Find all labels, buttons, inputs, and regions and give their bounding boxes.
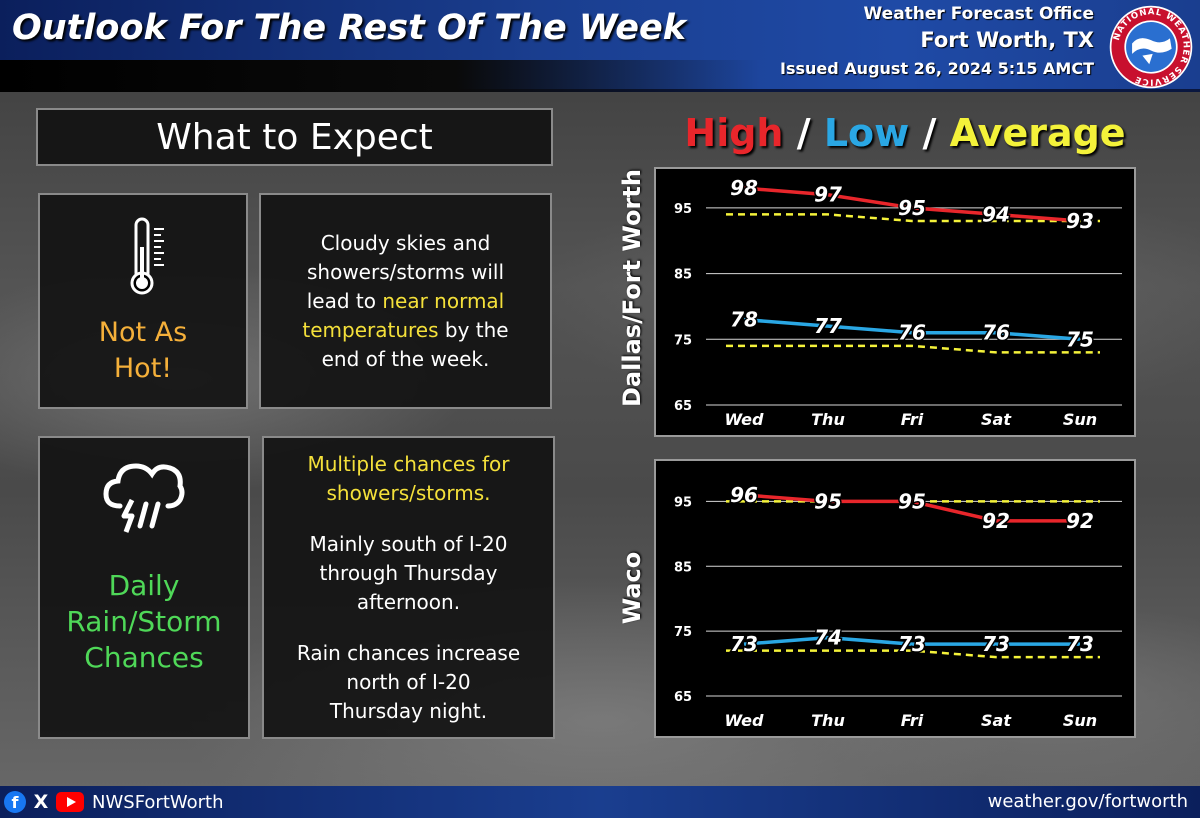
x-tick-label: Sat <box>981 711 1012 730</box>
data-label-low: 76 <box>898 321 926 345</box>
data-label-low: 77 <box>814 314 842 338</box>
series-line-average <box>726 649 1100 659</box>
social-handle[interactable]: NWSFortWorth <box>92 791 224 813</box>
website-link[interactable]: weather.gov/fortworth <box>987 791 1188 812</box>
legend-low: Low <box>823 111 910 155</box>
y-tick-label: 75 <box>674 625 692 640</box>
rain-panel: Daily Rain/Storm Chances <box>38 436 250 739</box>
chart-location-waco: Waco <box>618 551 646 625</box>
y-tick-label: 65 <box>674 399 692 414</box>
data-label-low: 73 <box>1066 632 1094 656</box>
series-line-low <box>743 635 1080 646</box>
office-info: Weather Forecast Office Fort Worth, TX I… <box>780 4 1094 78</box>
footer-bar: f X NWSFortWorth weather.gov/fortworth <box>0 786 1200 818</box>
x-tick-label: Fri <box>901 410 924 429</box>
not-as-hot-label: Not As Hot! <box>98 317 188 384</box>
storm-cloud-icon <box>103 463 185 533</box>
data-label-high: 93 <box>1066 209 1094 233</box>
data-label-high: 92 <box>1066 509 1094 533</box>
y-tick-label: 85 <box>674 268 692 283</box>
data-label-high: 94 <box>982 202 1010 226</box>
x-tick-label: Fri <box>901 711 924 730</box>
x-icon[interactable]: X <box>33 791 49 813</box>
y-tick-label: 95 <box>674 495 692 510</box>
temperature-description: Cloudy skies and showers/storms will lea… <box>302 231 509 371</box>
y-tick-label: 75 <box>674 333 692 348</box>
chart-legend: High / Low / Average <box>684 111 1126 155</box>
data-label-low: 73 <box>982 632 1010 656</box>
waco-chart-frame: 65 75 85 95 Wed Thu Fri Sat Sun 96 95 95 92 92 73 74 73 7… <box>654 459 1136 738</box>
legend-high: High <box>684 111 784 155</box>
data-label-high: 92 <box>982 509 1010 533</box>
data-label-high: 95 <box>814 489 842 513</box>
dfw-temperature-chart: 65 75 85 95 Wed Thu Fri Sat Sun 98 97 95 94 93 78 77 76 7… <box>674 175 1122 429</box>
rain-detail-1: Mainly south of I-20 through Thursday af… <box>309 532 508 614</box>
data-label-low: 78 <box>730 308 758 332</box>
x-tick-label: Thu <box>811 711 845 730</box>
page-title: Outlook For The Rest Of The Week <box>12 8 687 48</box>
data-label-high: 97 <box>814 183 842 207</box>
data-label-high: 95 <box>898 489 926 513</box>
chart-location-dfw: Dallas/Fort Worth <box>618 169 646 407</box>
data-label-high: 95 <box>898 196 926 220</box>
youtube-icon[interactable] <box>56 792 84 812</box>
data-label-low: 74 <box>814 626 842 650</box>
series-line-high <box>743 186 1081 223</box>
data-label-low: 73 <box>730 632 758 656</box>
series-line-high <box>743 493 1080 523</box>
x-tick-label: Sun <box>1063 410 1097 429</box>
thermometer-icon <box>130 217 164 295</box>
daily-rain-label: Daily Rain/Storm Chances <box>66 569 222 674</box>
header-bar: Outlook For The Rest Of The Week Weather… <box>0 0 1200 92</box>
x-tick-label: Sat <box>981 410 1012 429</box>
y-tick-label: 65 <box>674 690 692 705</box>
y-tick-label: 85 <box>674 560 692 575</box>
header-title-band <box>0 60 760 92</box>
y-tick-label: 95 <box>674 202 692 217</box>
data-label-high: 98 <box>730 176 758 200</box>
office-line-1: Weather Forecast Office <box>863 4 1094 24</box>
waco-temperature-chart: 65 75 85 95 Wed Thu Fri Sat Sun 96 95 95 92 92 73 74 73 7… <box>674 481 1122 730</box>
x-tick-label: Wed <box>725 410 764 429</box>
legend-average: Average <box>949 111 1126 155</box>
facebook-icon[interactable]: f <box>4 791 26 813</box>
data-label-low: 75 <box>1066 327 1094 351</box>
series-line-average <box>726 213 1100 223</box>
rain-detail-2: Rain chances increase north of I-20 Thur… <box>296 641 521 723</box>
data-label-low: 76 <box>982 321 1010 345</box>
what-to-expect-title: What to Expect <box>36 108 553 166</box>
series-line-average <box>726 344 1100 354</box>
social-links: f X NWSFortWorth <box>4 791 224 813</box>
issued-time: Issued August 26, 2024 5:15 AMCT <box>780 59 1094 78</box>
x-tick-label: Wed <box>725 711 764 730</box>
x-tick-label: Thu <box>811 410 845 429</box>
dfw-chart-frame: 65 75 85 95 Wed Thu Fri Sat Sun 98 97 95 94 93 78 77 76 7… <box>654 167 1136 437</box>
nws-logo-icon: NATIONAL WEATHER SERVICE <box>1109 5 1193 89</box>
data-label-low: 73 <box>898 632 926 656</box>
rain-headline: Multiple chances for showers/storms. <box>307 452 510 505</box>
rain-text-panel: Multiple chances for showers/storms. Mai… <box>262 436 555 739</box>
data-label-high: 96 <box>730 483 758 507</box>
office-line-2: Fort Worth, TX <box>920 28 1094 52</box>
temperature-text-panel: Cloudy skies and showers/storms will lea… <box>259 193 552 409</box>
series-line-low <box>743 317 1081 342</box>
x-tick-label: Sun <box>1063 711 1097 730</box>
temperature-panel: Not As Hot! <box>38 193 248 409</box>
